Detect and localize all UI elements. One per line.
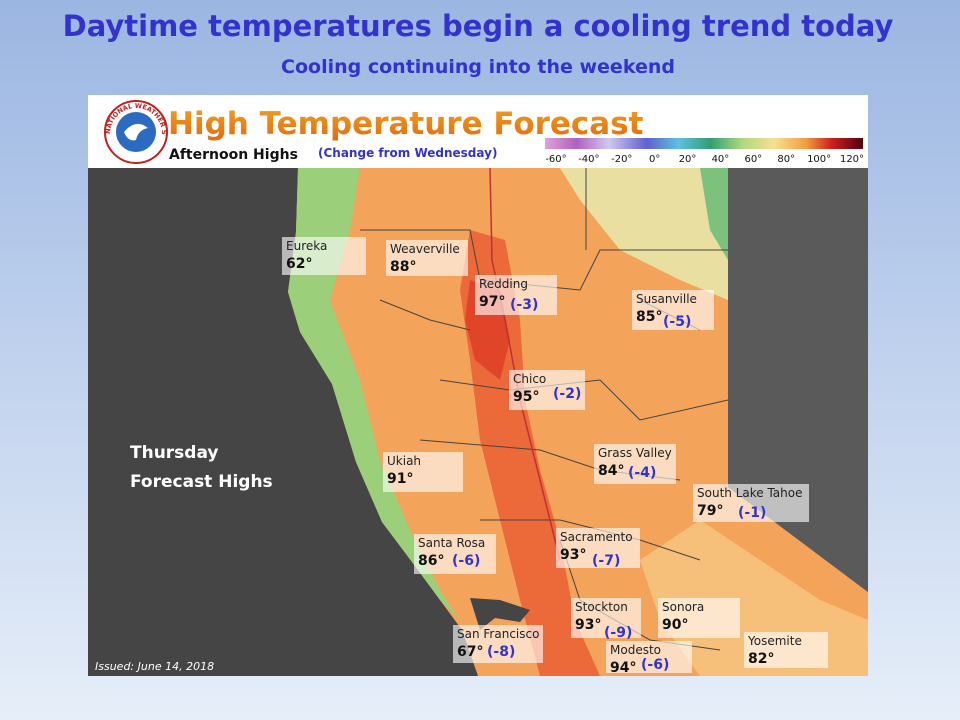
city-box (509, 370, 585, 410)
scale-label: -40° (578, 154, 599, 165)
city-name: Ukiah (387, 454, 421, 468)
city-box (282, 237, 366, 275)
city-box (414, 534, 496, 574)
city-box (594, 444, 676, 484)
city-box (744, 632, 828, 668)
city-box (658, 598, 740, 638)
city-name: Susanville (636, 292, 697, 306)
city-high: 67° (457, 644, 483, 660)
plateau (560, 168, 728, 300)
scale-label: 60° (744, 154, 762, 165)
scale-label: 120° (840, 154, 864, 165)
city-change: (-8) (487, 644, 515, 660)
slide-subtitle: Cooling continuing into the weekend (281, 56, 675, 78)
city-name: Modesto (610, 643, 661, 657)
day-label: Thursday (130, 443, 219, 463)
map-title: High Temperature Forecast (168, 106, 644, 142)
map-subtitle: Afternoon Highs (169, 147, 298, 163)
city-change: (-1) (738, 505, 766, 521)
city-name: San Francisco (457, 627, 539, 641)
city-high: 85° (636, 309, 662, 325)
plateau-green (700, 168, 728, 260)
map-panel: NATIONAL WEATHER SERVICE High Temperatur… (0, 0, 868, 676)
city-high: 95° (513, 389, 539, 405)
city-name: Chico (513, 372, 546, 386)
city-box (571, 598, 641, 638)
scale-label: 20° (679, 154, 697, 165)
city-change: (-3) (510, 297, 538, 313)
city-high: 88° (390, 259, 416, 275)
city-name: Grass Valley (598, 446, 672, 460)
city-change: (-5) (663, 314, 691, 330)
scale-label: 80° (777, 154, 795, 165)
city-high: 82° (748, 651, 774, 667)
day-label: Forecast Highs (130, 472, 273, 492)
city-high: 86° (418, 553, 444, 569)
city-high: 97° (479, 294, 505, 310)
city-high: 94° (610, 660, 636, 676)
city-box (606, 641, 692, 673)
city-name: Stockton (575, 600, 628, 614)
slide-title: Daytime temperatures begin a cooling tre… (63, 9, 894, 43)
city-change: (-2) (553, 386, 581, 402)
city-box (632, 290, 714, 330)
color-scale (545, 138, 863, 149)
city-name: Santa Rosa (418, 536, 485, 550)
city-high: 79° (697, 503, 723, 519)
city-box (475, 275, 557, 315)
city-high: 93° (575, 617, 601, 633)
city-high: 93° (560, 547, 586, 563)
city-change: (-6) (641, 657, 669, 673)
city-high: 84° (598, 463, 624, 479)
issued-date: Issued: June 14, 2018 (95, 660, 214, 673)
city-name: Sacramento (560, 530, 633, 544)
city-labels: Eureka 62° Weaverville 88° Redding 97° (-3) Sus… (282, 237, 828, 676)
city-box (453, 625, 543, 663)
city-box (386, 240, 468, 276)
scale-label: -20° (611, 154, 632, 165)
scale-label: 100° (807, 154, 831, 165)
coast-green (288, 168, 460, 620)
city-change: (-6) (452, 553, 480, 569)
city-high: 90° (662, 617, 688, 633)
logo-swirl (124, 123, 148, 141)
scale-labels: -60° -40° -20° 0° 20° 40° 60° 80° 100° 120° (545, 154, 864, 165)
city-box (383, 452, 463, 492)
city-change: (-4) (628, 465, 656, 481)
scale-label: 0° (649, 154, 660, 165)
city-name: Sonora (662, 600, 704, 614)
city-change: (-9) (604, 625, 632, 641)
header-band (88, 95, 868, 168)
city-high: 62° (286, 256, 312, 272)
city-change: (-7) (592, 553, 620, 569)
city-name: Weaverville (390, 242, 460, 256)
city-name: South Lake Tahoe (697, 486, 802, 500)
city-box (693, 484, 809, 522)
city-box (556, 528, 640, 568)
map-note: (Change from Wednesday) (318, 146, 497, 160)
city-name: Yosemite (747, 634, 802, 648)
city-high: 91° (387, 471, 413, 487)
city-name: Redding (479, 277, 528, 291)
river (489, 167, 561, 561)
city-name: Eureka (286, 239, 327, 253)
scale-label: -60° (545, 154, 566, 165)
scale-label: 40° (712, 154, 730, 165)
bay (470, 598, 530, 630)
